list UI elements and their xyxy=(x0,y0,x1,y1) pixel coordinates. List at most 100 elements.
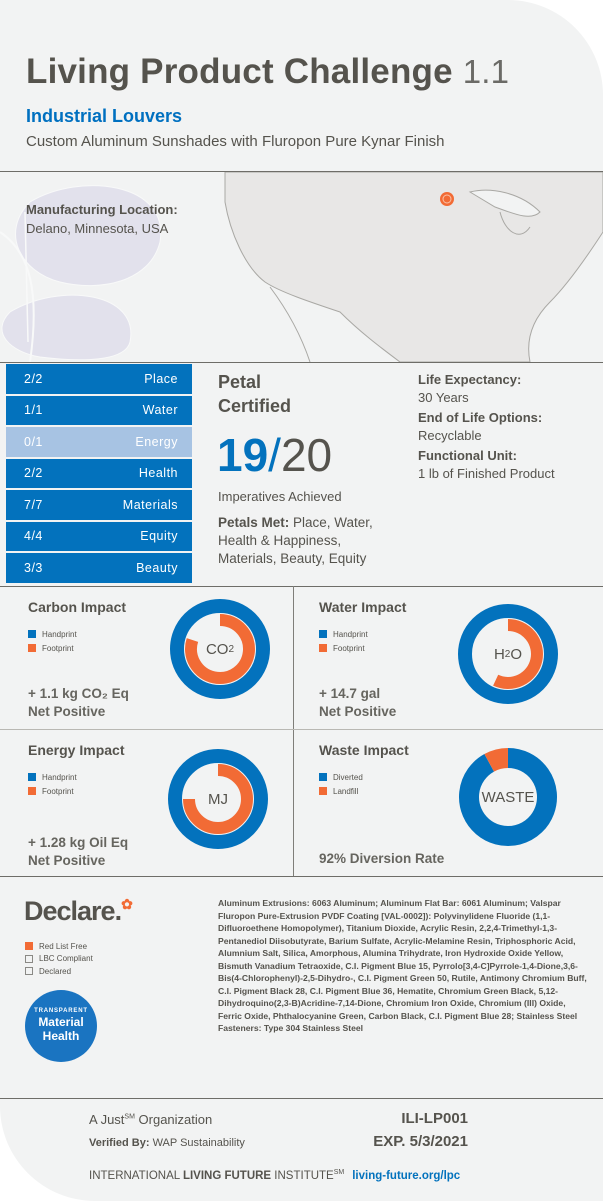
expiration-date: EXP. 5/3/2021 xyxy=(373,1133,468,1150)
carbon-donut-chart: CO 2 xyxy=(170,599,270,699)
water-impact-title: Water Impact xyxy=(319,599,407,615)
energy-impact-panel: Energy Impact Handprint Footprint MJ + 1… xyxy=(0,730,290,870)
legend-label: Diverted xyxy=(333,772,363,782)
ilfi-line: INTERNATIONAL LIVING FUTURE INSTITUTESM l… xyxy=(89,1169,460,1182)
version-number: 1.1 xyxy=(462,53,510,90)
petal-score: 4/4 xyxy=(24,529,43,544)
declare-logo-text: Declare. xyxy=(24,896,122,926)
petal-row-health: 2/2 Health xyxy=(6,458,192,488)
legend-item: Footprint xyxy=(28,784,77,798)
product-name: Industrial Louvers xyxy=(26,106,183,126)
water-result: + 14.7 gal Net Positive xyxy=(319,685,396,721)
ilfi-text: INTERNATIONAL xyxy=(89,1169,183,1182)
legend-label: Handprint xyxy=(333,629,368,639)
declare-option-label: Declared xyxy=(39,966,72,976)
map-illustration xyxy=(0,172,603,362)
legend-label: Footprint xyxy=(42,643,74,653)
legend-swatch xyxy=(28,644,36,652)
declare-option: Red List Free xyxy=(25,940,93,953)
declare-option: Declared xyxy=(25,965,93,978)
divider xyxy=(0,1098,603,1099)
waste-donut-chart: WASTE xyxy=(458,747,558,847)
title-block: Living Product Challenge 1.1 xyxy=(26,52,509,92)
divider xyxy=(293,586,294,876)
functional-unit-value: 1 lb of Finished Product xyxy=(418,466,555,481)
product-description: Custom Aluminum Sunshades with Fluropon … xyxy=(26,133,445,150)
butterfly-icon xyxy=(0,185,162,362)
petal-name: Equity xyxy=(140,529,178,544)
carbon-legend: Handprint Footprint xyxy=(28,627,77,655)
divider xyxy=(0,876,603,877)
center-subscript: 2 xyxy=(228,643,235,655)
ilfi-bold-text: LIVING FUTURE xyxy=(182,1169,272,1182)
result-status: Net Positive xyxy=(28,704,106,719)
badge-line-2: Material xyxy=(38,1015,84,1029)
checkbox-empty-icon xyxy=(25,967,33,976)
verified-value: WAP Sustainability xyxy=(149,1137,245,1149)
waste-legend: Diverted Landfill xyxy=(319,770,363,798)
ingredients-list: Aluminum Extrusions: 6063 Aluminum; Alum… xyxy=(218,898,587,1033)
org-prefix: A Just xyxy=(89,1112,125,1127)
petal-name: Energy xyxy=(135,434,178,449)
legend-item: Handprint xyxy=(28,627,77,641)
petal-score: 2/2 xyxy=(24,466,43,481)
divider xyxy=(0,729,603,730)
ilfi-sup: SM xyxy=(333,1169,345,1176)
carbon-impact-panel: Carbon Impact Handprint Footprint CO 2 + … xyxy=(0,587,290,727)
result-status: Net Positive xyxy=(319,704,397,719)
water-legend: Handprint Footprint xyxy=(319,627,368,655)
donut-slice-landfill xyxy=(484,748,509,772)
center-text: MJ xyxy=(208,790,228,808)
location-marker-icon xyxy=(440,192,454,206)
legend-swatch xyxy=(28,773,36,781)
declare-logo: Declare.✿ xyxy=(24,896,133,927)
life-expectancy-label: Life Expectancy: xyxy=(418,372,522,387)
donut-ring-footprint xyxy=(185,614,255,684)
energy-donut-chart: MJ xyxy=(168,749,268,849)
location-map: Manufacturing Location: Delano, Minnesot… xyxy=(0,172,603,362)
badge-line-1: TRANSPARENT xyxy=(34,1008,88,1014)
result-value: + 14.7 gal xyxy=(319,686,381,701)
donut-center-label: MJ xyxy=(168,749,268,849)
petal-score-list: 2/2 Place 1/1 Water 0/1 Energy 2/2 Health 7/… xyxy=(6,364,192,585)
legend-label: Footprint xyxy=(333,643,365,653)
center-suffix: O xyxy=(510,645,523,663)
donut-ring-footprint xyxy=(493,619,543,689)
badge-line-3: Health xyxy=(42,1029,80,1043)
end-of-life-value: Recyclable xyxy=(418,428,482,443)
petal-name: Place xyxy=(144,371,178,386)
legend-label: Footprint xyxy=(42,786,74,796)
center-subscript: 2 xyxy=(504,648,511,660)
page-title: Living Product Challenge 1.1 xyxy=(26,52,509,92)
petal-score: 7/7 xyxy=(24,497,43,512)
petal-row-equity: 4/4 Equity xyxy=(6,521,192,551)
declare-option: LBC Compliant xyxy=(25,953,93,966)
petal-row-water: 1/1 Water xyxy=(6,395,192,425)
petal-score: 1/1 xyxy=(24,403,43,418)
petal-name: Beauty xyxy=(136,560,178,575)
product-info: Life Expectancy: 30 Years End of Life Op… xyxy=(418,371,598,485)
imperatives-score: 19/20 xyxy=(217,430,332,480)
donut-ring-handprint xyxy=(170,599,270,699)
legend-label: Handprint xyxy=(42,629,77,639)
legend-swatch xyxy=(319,644,327,652)
petal-row-beauty: 3/3 Beauty xyxy=(6,553,192,583)
score-slash: / xyxy=(268,429,281,481)
verified-by: Verified By: WAP Sustainability xyxy=(89,1137,245,1149)
declare-option-label: Red List Free xyxy=(39,941,88,951)
petal-score: 0/1 xyxy=(24,434,43,449)
donut-ring-footprint xyxy=(183,764,253,834)
petals-met: Petals Met: Place, Water, Health & Happi… xyxy=(218,514,403,568)
org-sup: SM xyxy=(124,1113,135,1121)
certification-title: Petal Certified xyxy=(218,372,292,416)
result-value: 92% Diversion Rate xyxy=(319,851,445,866)
legend-item: Handprint xyxy=(28,770,77,784)
legend-item: Landfill xyxy=(319,784,363,798)
checkbox-empty-icon xyxy=(25,954,33,963)
petals-met-label: Petals Met: xyxy=(218,515,290,530)
lpc-website-link[interactable]: living-future.org/lpc xyxy=(352,1169,461,1182)
petal-name: Materials xyxy=(122,497,178,512)
